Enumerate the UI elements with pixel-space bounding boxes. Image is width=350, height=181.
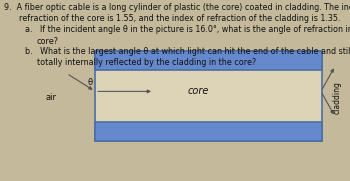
Text: cladding: cladding xyxy=(332,81,342,114)
Text: b.   What is the largest angle θ at which light can hit the end of the cable and: b. What is the largest angle θ at which … xyxy=(25,47,350,56)
Bar xyxy=(94,122,322,141)
Text: refraction of the core is 1.55, and the index of refraction of the cladding is 1: refraction of the core is 1.55, and the … xyxy=(19,14,341,23)
Text: a.   If the incident angle θ in the picture is 16.0°, what is the angle of refra: a. If the incident angle θ in the pictur… xyxy=(25,25,350,34)
Text: core?: core? xyxy=(37,37,59,46)
Text: air: air xyxy=(46,93,56,102)
Text: totally internally reflected by the cladding in the core?: totally internally reflected by the clad… xyxy=(37,58,256,68)
Text: core: core xyxy=(187,86,209,96)
Bar xyxy=(94,51,322,70)
Text: θ: θ xyxy=(88,78,93,87)
Text: 9.  A fiber optic cable is a long cylinder of plastic (the core) coated in cladd: 9. A fiber optic cable is a long cylinde… xyxy=(4,3,350,12)
Bar xyxy=(94,51,322,141)
